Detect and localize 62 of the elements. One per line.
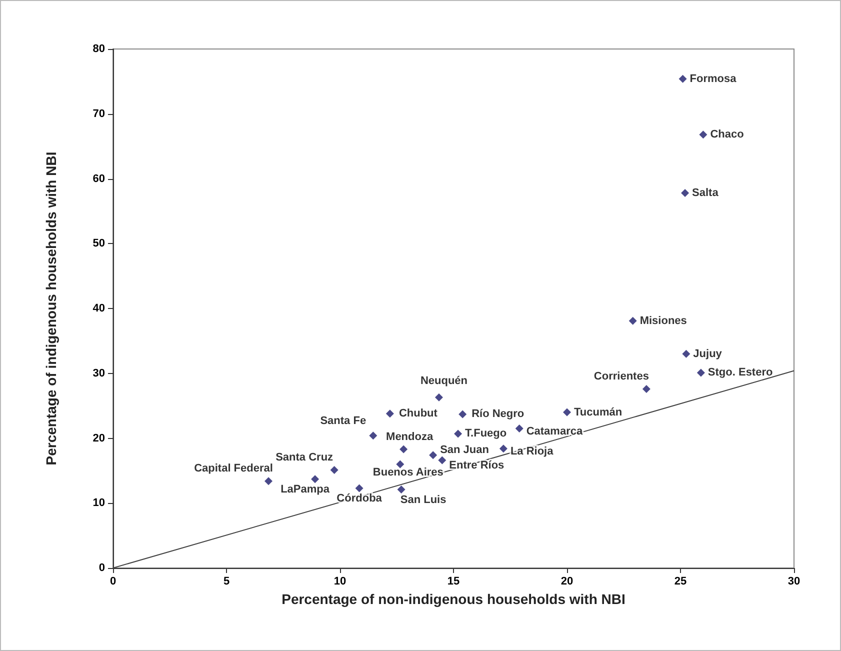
annotation: Stgo. Estero — [708, 366, 773, 379]
x-tick-label: 25 — [674, 576, 687, 588]
point — [682, 350, 690, 358]
point — [699, 130, 708, 139]
annotation: Buenos Aires — [372, 466, 444, 479]
x-tick-label: 20 — [560, 576, 574, 588]
y-axis-title: Percentage of indigenous households with NBI — [43, 152, 59, 466]
annotation: Chaco — [710, 128, 744, 141]
point — [429, 451, 438, 460]
y-tick-label: 60 — [92, 172, 105, 185]
annotation: Corrientes — [594, 370, 649, 382]
x-tick-label: 0 — [110, 576, 116, 588]
annotation: T.Fuego — [465, 428, 507, 440]
annotation: Tucumán — [574, 406, 622, 418]
point — [355, 484, 364, 492]
x-tick-label: 5 — [223, 576, 230, 588]
x-tick-label: 15 — [447, 576, 460, 588]
y-tick-label: 30 — [92, 367, 105, 380]
annotation: Capital Federal — [194, 462, 273, 475]
point — [696, 368, 705, 377]
y-tick-label: 40 — [92, 302, 105, 314]
annotation: Jujuy — [693, 348, 723, 360]
point — [386, 410, 394, 418]
point — [434, 393, 443, 402]
annotation: Salta — [692, 187, 720, 200]
point — [499, 444, 508, 453]
point — [678, 74, 687, 83]
annotation: Formosa — [690, 72, 738, 85]
annotation: Chubut — [398, 408, 438, 420]
annotation: Río Negro — [472, 408, 524, 420]
annotation: Mendoza — [386, 430, 434, 443]
annotation: Misiones — [640, 314, 687, 327]
y-tick-label: 50 — [92, 238, 105, 250]
annotation: LaPampa — [280, 484, 330, 496]
y-tick-label: 70 — [92, 108, 105, 120]
annotation: San Juan — [440, 444, 490, 456]
annotation: Santa Fe — [320, 415, 366, 428]
annotation: Santa Cruz — [276, 452, 334, 464]
point — [458, 410, 467, 418]
point — [330, 466, 338, 474]
point — [563, 408, 571, 416]
y-tick-label: 0 — [98, 562, 105, 574]
annotation: Catamarca — [526, 426, 584, 438]
y-tick-label: 20 — [92, 432, 105, 444]
x-tick-label: 30 — [788, 576, 800, 588]
point — [369, 432, 378, 440]
annotation: San Luis — [400, 494, 446, 506]
x-tick-label: 10 — [334, 576, 346, 588]
y-tick-label: 10 — [92, 497, 105, 510]
point — [628, 316, 637, 325]
point — [438, 456, 446, 464]
point — [681, 189, 690, 198]
point — [454, 430, 462, 438]
point — [642, 384, 650, 393]
annotation: Neuquén — [420, 374, 468, 387]
point — [264, 477, 272, 486]
y-tick-label: 80 — [92, 43, 105, 55]
point — [400, 445, 408, 454]
point — [311, 475, 320, 484]
point — [397, 486, 406, 494]
point — [515, 424, 524, 433]
x-axis-title: Percentage of non-indigenous households with NBI — [282, 590, 626, 607]
